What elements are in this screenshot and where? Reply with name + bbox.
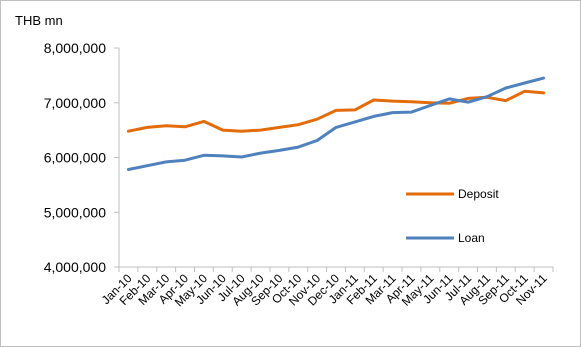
y-tick-label: 7,000,000 [44,95,106,111]
legend-label-deposit: Deposit [458,187,499,201]
series-line-deposit [126,89,546,133]
y-tick-label: 4,000,000 [44,259,106,275]
axes: 4,000,000 5,000,000 6,000,000 7,000,000 8,00… [44,40,554,309]
unit-label: THB mn [15,13,63,28]
legend-label-loan: Loan [458,231,485,245]
y-tick-label: 6,000,000 [44,150,106,166]
legend: Deposit Loan [406,187,499,245]
y-tick-label: 5,000,000 [44,204,106,220]
series-line-loan [126,76,546,171]
y-tick-label: 8,000,000 [44,40,106,56]
series-group [126,76,546,171]
